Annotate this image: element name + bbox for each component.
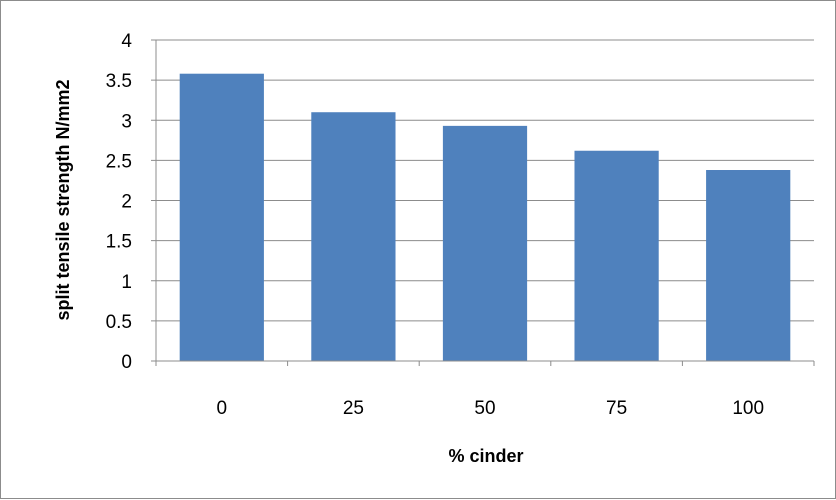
y-tick-label: 2 [121,192,132,213]
bar [179,73,264,361]
x-tick-label: 25 [343,398,364,419]
bar [442,125,528,362]
y-tick-label: 3 [121,111,132,132]
y-axis-title: split tensile strength N/mm2 [53,79,73,320]
bar [706,170,791,361]
x-axis-title: % cinder [448,446,523,466]
x-tick-label: 50 [474,398,495,419]
y-tick-label: 1 [121,272,132,293]
y-tick-label: 4 [121,31,132,52]
bar [574,150,659,361]
x-tick-labels: 0 25 50 75 100 [155,361,815,419]
x-tick-label: 75 [606,398,627,419]
y-tick-label: 2.5 [106,151,132,172]
y-tick-labels: 0 0.5 1 1.5 2 2.5 3 3.5 4 [106,31,133,373]
x-tick-label: 0 [217,398,228,419]
y-tick-label: 3.5 [106,71,132,92]
x-tick-label: 100 [732,398,764,419]
bars [179,73,791,362]
y-tick-label: 0.5 [106,312,132,333]
y-tick-label: 0 [121,352,132,373]
axes [155,40,814,362]
y-tick-label: 1.5 [106,232,132,253]
bar [311,112,396,361]
